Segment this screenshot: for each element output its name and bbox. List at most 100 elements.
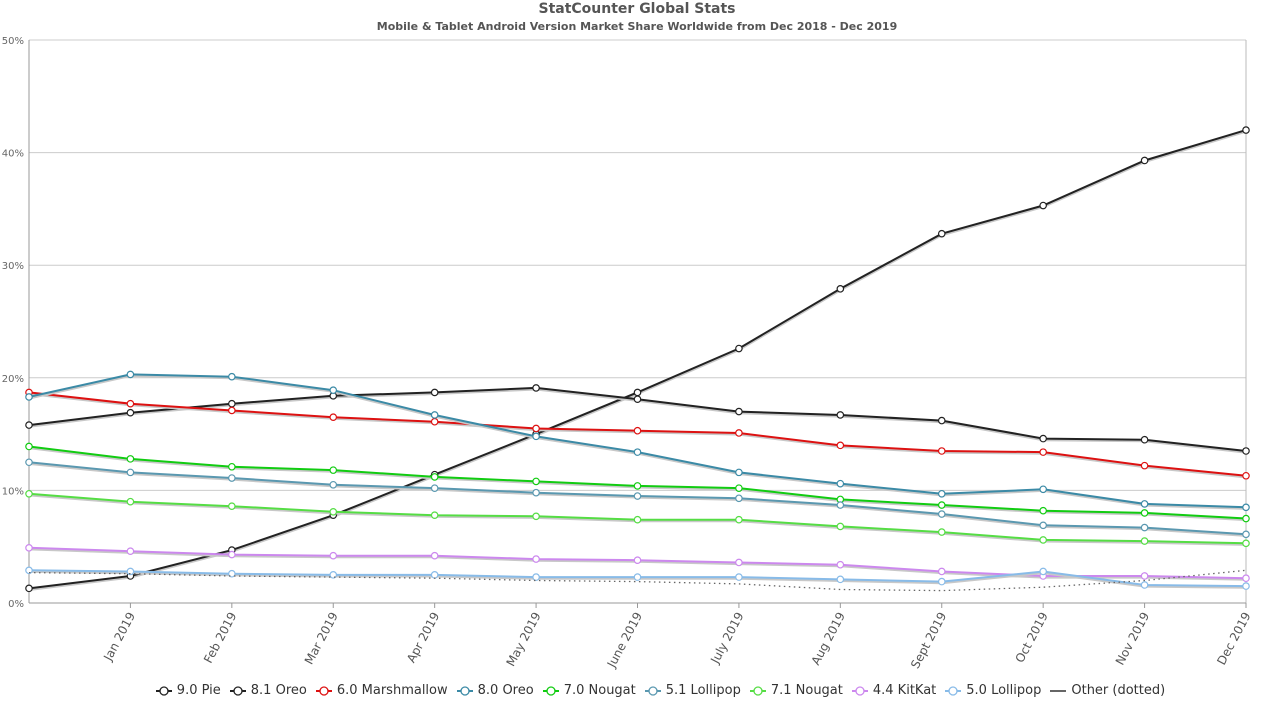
data-point[interactable]	[430, 571, 439, 579]
data-point[interactable]	[25, 442, 33, 451]
legend-item[interactable]: 7.1 Nougat	[749, 683, 843, 698]
data-point[interactable]	[532, 512, 540, 521]
data-point[interactable]	[937, 567, 946, 576]
data-point[interactable]	[633, 515, 642, 524]
data-point[interactable]	[836, 285, 845, 293]
data-point[interactable]	[126, 370, 135, 379]
data-point[interactable]	[430, 511, 439, 519]
data-point[interactable]	[836, 575, 845, 584]
data-point[interactable]	[1140, 581, 1149, 589]
data-point[interactable]	[430, 388, 439, 397]
data-point[interactable]	[735, 558, 743, 567]
data-point[interactable]	[126, 408, 135, 417]
data-point[interactable]	[329, 413, 338, 422]
data-point[interactable]	[532, 477, 540, 486]
data-point[interactable]	[1039, 485, 1047, 494]
data-point[interactable]	[228, 399, 236, 408]
data-point[interactable]	[1039, 201, 1047, 210]
data-point[interactable]	[1242, 126, 1250, 134]
data-point[interactable]	[1140, 156, 1149, 165]
data-point[interactable]	[937, 528, 946, 536]
data-point[interactable]	[735, 344, 743, 353]
data-point[interactable]	[1242, 503, 1250, 512]
legend-item[interactable]: 9.0 Pie	[155, 683, 221, 698]
data-point[interactable]	[329, 480, 338, 489]
data-point[interactable]	[126, 567, 135, 576]
data-point[interactable]	[228, 462, 236, 471]
data-point[interactable]	[329, 466, 338, 474]
data-point[interactable]	[25, 393, 33, 401]
data-point[interactable]	[126, 497, 135, 506]
data-point[interactable]	[329, 551, 338, 560]
data-point[interactable]	[937, 416, 946, 425]
data-point[interactable]	[633, 395, 642, 403]
data-point[interactable]	[735, 484, 743, 492]
data-point[interactable]	[1140, 509, 1149, 517]
data-point[interactable]	[430, 484, 439, 492]
data-point[interactable]	[1140, 500, 1149, 508]
data-point[interactable]	[1140, 537, 1149, 545]
data-point[interactable]	[1140, 461, 1149, 470]
legend-item[interactable]: Other (dotted)	[1049, 683, 1165, 698]
data-point[interactable]	[25, 458, 33, 467]
data-point[interactable]	[633, 556, 642, 565]
legend-item[interactable]: 5.1 Lollipop	[644, 683, 741, 698]
data-point[interactable]	[1039, 506, 1047, 515]
legend-item[interactable]: 8.0 Oreo	[456, 683, 534, 698]
data-point[interactable]	[735, 429, 743, 437]
data-point[interactable]	[937, 447, 946, 455]
data-point[interactable]	[735, 468, 743, 477]
data-point[interactable]	[937, 489, 946, 498]
data-point[interactable]	[430, 551, 439, 560]
data-point[interactable]	[1242, 582, 1250, 590]
data-point[interactable]	[937, 510, 946, 518]
data-point[interactable]	[1039, 567, 1047, 576]
data-point[interactable]	[836, 560, 845, 569]
data-point[interactable]	[532, 424, 540, 433]
data-point[interactable]	[937, 577, 946, 586]
legend-item[interactable]: 5.0 Lollipop	[944, 683, 1041, 698]
data-point[interactable]	[329, 571, 338, 579]
data-point[interactable]	[1140, 435, 1149, 444]
data-point[interactable]	[1242, 447, 1250, 455]
data-point[interactable]	[735, 515, 743, 524]
legend-item[interactable]: 4.4 KitKat	[851, 683, 936, 698]
data-point[interactable]	[633, 388, 642, 397]
data-point[interactable]	[532, 432, 540, 441]
data-point[interactable]	[126, 455, 135, 463]
data-point[interactable]	[430, 411, 439, 419]
data-point[interactable]	[25, 421, 33, 429]
data-point[interactable]	[532, 488, 540, 497]
data-point[interactable]	[228, 406, 236, 415]
data-point[interactable]	[430, 417, 439, 426]
data-point[interactable]	[1242, 539, 1250, 548]
data-point[interactable]	[1140, 572, 1149, 580]
data-point[interactable]	[430, 473, 439, 481]
data-point[interactable]	[1242, 530, 1250, 539]
data-point[interactable]	[836, 411, 845, 419]
data-point[interactable]	[633, 492, 642, 500]
data-point[interactable]	[937, 229, 946, 238]
data-point[interactable]	[836, 441, 845, 450]
data-point[interactable]	[1039, 434, 1047, 443]
data-point[interactable]	[836, 479, 845, 488]
data-point[interactable]	[836, 522, 845, 531]
data-point[interactable]	[126, 547, 135, 556]
data-point[interactable]	[1039, 448, 1047, 456]
legend-item[interactable]: 7.0 Nougat	[542, 683, 636, 698]
legend-item[interactable]: 6.0 Marshmallow	[315, 683, 448, 698]
data-point[interactable]	[532, 384, 540, 392]
data-point[interactable]	[633, 573, 642, 581]
data-point[interactable]	[126, 468, 135, 477]
data-point[interactable]	[25, 566, 33, 575]
data-point[interactable]	[329, 386, 338, 394]
data-point[interactable]	[532, 555, 540, 563]
data-point[interactable]	[937, 501, 946, 509]
data-point[interactable]	[228, 372, 236, 381]
data-point[interactable]	[1242, 471, 1250, 480]
data-point[interactable]	[735, 573, 743, 581]
data-point[interactable]	[1242, 574, 1250, 583]
data-point[interactable]	[1039, 536, 1047, 544]
data-point[interactable]	[228, 502, 236, 510]
data-point[interactable]	[633, 482, 642, 490]
